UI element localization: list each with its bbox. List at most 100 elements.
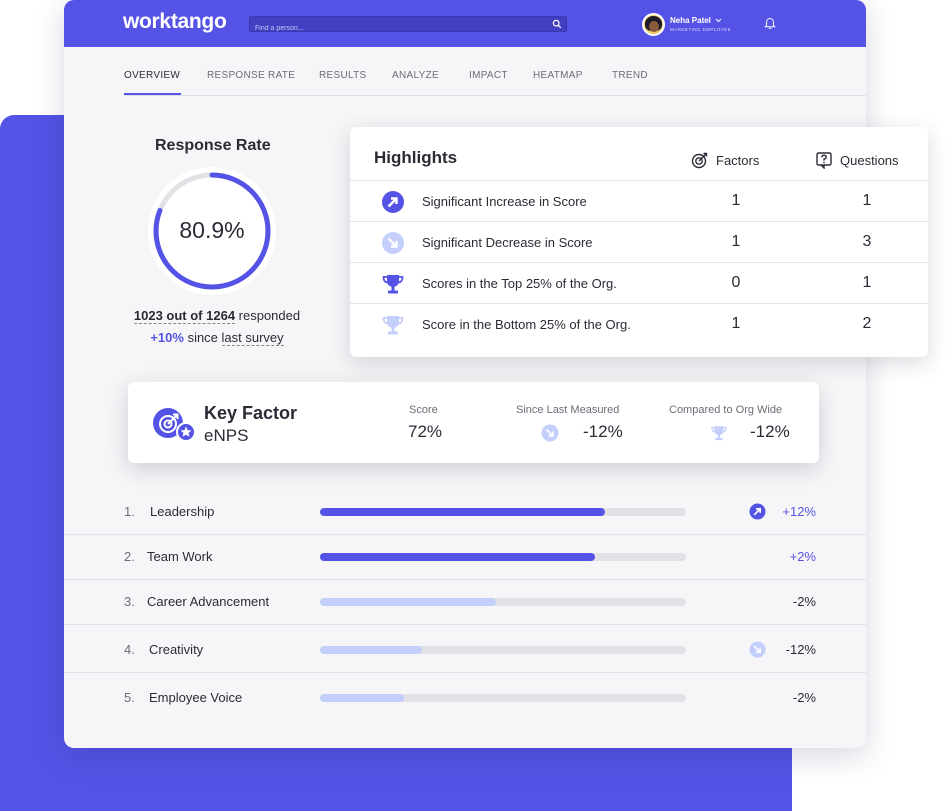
factor-rank: 5. [124, 690, 135, 705]
highlight-row[interactable]: Significant Increase in Score 1 1 [350, 180, 928, 221]
questions-column-label: Questions [840, 152, 899, 168]
factor-rank: 4. [124, 642, 135, 657]
highlight-row[interactable]: Scores in the Top 25% of the Org. 0 1 [350, 262, 928, 303]
factor-rank: 2. [124, 549, 135, 564]
score-value: 72% [408, 422, 443, 441]
responded-text: responded [235, 308, 301, 323]
trophy-light-icon [382, 316, 404, 335]
factor-row[interactable]: 4. Creativity -12% [64, 627, 866, 673]
highlight-label: Scores in the Top 25% of the Org. [422, 276, 617, 291]
compared-org-wide-label: Compared to Org Wide [669, 404, 783, 416]
since-text: since [183, 330, 222, 345]
highlights-title: Highlights [374, 148, 458, 167]
highlight-label: Score in the Bottom 25% of the Org. [422, 317, 631, 332]
factor-score-bar [320, 553, 686, 561]
tab-bar: OVERVIEW RESPONSE RATE RESULTS ANALYZE I… [124, 60, 866, 96]
response-rate-value: 80.9% [179, 217, 245, 243]
highlight-factors-value: 0 [731, 274, 741, 291]
highlight-questions-value: 3 [862, 233, 872, 250]
factor-score-bar [320, 646, 686, 654]
highlight-factors-value: 1 [731, 315, 741, 332]
factor-row[interactable]: 5. Employee Voice -2% [64, 675, 866, 721]
factor-score-fill [320, 598, 496, 606]
factor-score-fill [320, 646, 423, 654]
search-input[interactable] [250, 21, 540, 36]
trophy-light-icon [711, 426, 727, 441]
response-rate-title: Response Rate [155, 137, 271, 154]
factor-change: -2% [792, 594, 816, 609]
response-count: 1023 out of 1264 responded [127, 308, 307, 324]
factor-name: Team Work [147, 549, 213, 564]
highlight-questions-value: 2 [862, 315, 872, 332]
user-menu[interactable]: Neha Patel MARKETING EMPLOYEE [642, 11, 731, 37]
search-icon[interactable] [552, 19, 562, 29]
score-label: Score [409, 404, 438, 416]
compared-org-wide-value: -12% [750, 422, 790, 441]
factors-column-header: Factors [691, 151, 759, 169]
highlight-row[interactable]: Score in the Bottom 25% of the Org. 1 2 [350, 303, 928, 344]
last-survey-link[interactable]: last survey [221, 330, 284, 346]
highlight-row[interactable]: Significant Decrease in Score 1 3 [350, 221, 928, 262]
arrow-up-right-icon [749, 503, 766, 520]
key-factor-name: eNPS [204, 426, 249, 445]
factor-score-bar [320, 508, 686, 516]
tab-impact[interactable]: IMPACT [469, 70, 508, 81]
target-icon [691, 152, 708, 169]
active-tab-indicator [124, 93, 181, 95]
bell-icon[interactable] [764, 17, 776, 30]
chevron-down-icon[interactable] [715, 18, 722, 23]
highlights-card: Highlights Factors Questions Significant… [350, 127, 928, 357]
tab-overview[interactable]: OVERVIEW [124, 70, 181, 81]
factor-rank: 3. [124, 594, 135, 609]
factor-score-fill [320, 508, 606, 516]
highlight-label: Significant Increase in Score [422, 194, 587, 209]
highlight-factors-value: 1 [731, 233, 741, 250]
factor-score-bar [320, 598, 686, 606]
avatar[interactable] [642, 12, 665, 36]
factor-name: Creativity [149, 642, 204, 657]
factor-score-fill [320, 694, 405, 702]
factor-row[interactable]: 3. Career Advancement -2% [64, 579, 866, 625]
top-bar: worktango Neha Patel MARKETING EMPLOYEE [64, 0, 866, 47]
tab-results[interactable]: RESULTS [319, 70, 367, 81]
response-change: +10% since last survey [127, 330, 307, 346]
tab-heatmap[interactable]: HEATMAP [533, 70, 583, 81]
user-role: MARKETING EMPLOYEE [670, 27, 732, 32]
target-badge-icon [153, 408, 196, 442]
trophy-icon [382, 275, 404, 294]
highlight-label: Significant Decrease in Score [422, 235, 593, 250]
factor-change: +2% [789, 549, 816, 564]
arrow-down-right-icon [382, 232, 404, 254]
arrow-down-right-icon [749, 641, 766, 658]
factor-change: +12% [782, 504, 816, 519]
since-last-measured-value: -12% [583, 422, 623, 441]
factor-change: -12% [785, 642, 816, 657]
question-icon [816, 152, 832, 169]
factor-score-fill [320, 553, 595, 561]
response-change-value: +10% [150, 330, 184, 345]
factor-score-bar [320, 694, 686, 702]
factor-change: -2% [792, 690, 816, 705]
factor-name: Career Advancement [147, 594, 270, 609]
tab-response-rate[interactable]: RESPONSE RATE [207, 70, 296, 81]
response-rate-ring [148, 167, 276, 295]
highlight-questions-value: 1 [862, 192, 872, 209]
factors-column-label: Factors [716, 152, 760, 168]
questions-column-header: Questions [815, 151, 899, 169]
search-box[interactable] [249, 16, 567, 36]
user-name: Neha Patel [670, 16, 711, 25]
key-factor-title: Key Factor [204, 403, 298, 423]
tab-trend[interactable]: TREND [612, 70, 648, 81]
factor-name: Leadership [150, 504, 215, 519]
highlight-factors-value: 1 [731, 192, 741, 209]
tab-analyze[interactable]: ANALYZE [392, 70, 439, 81]
app-logo[interactable]: worktango [123, 10, 227, 33]
highlight-questions-value: 1 [862, 274, 872, 291]
factor-row[interactable]: 1. Leadership +12% [64, 489, 866, 535]
response-count-value: 1023 out of 1264 [133, 308, 236, 324]
factor-row[interactable]: 2. Team Work +2% [64, 534, 866, 580]
app-window: worktango Neha Patel MARKETING EMPLOYEE [64, 0, 866, 748]
factor-rank: 1. [124, 504, 135, 519]
key-factor-card[interactable]: Key Factor eNPS Score 72% Since Last Mea… [128, 382, 819, 463]
arrow-down-right-icon [541, 424, 559, 442]
